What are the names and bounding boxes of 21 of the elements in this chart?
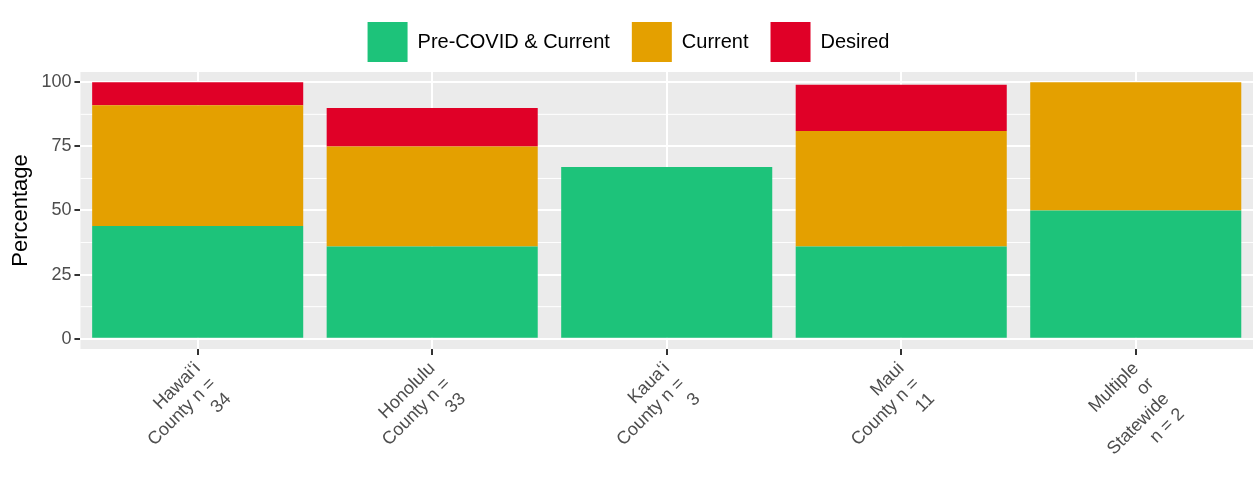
bar — [1030, 210, 1242, 338]
bar — [561, 166, 773, 338]
y-tick-label: 50 — [51, 199, 72, 220]
y-axis-title: Percentage — [7, 154, 33, 267]
y-tick-label: 0 — [61, 327, 72, 348]
y-tick-label: 100 — [41, 71, 72, 92]
y-tick-label: 75 — [51, 135, 72, 156]
bar — [92, 105, 304, 226]
legend-label: Pre-COVID & Current — [417, 29, 611, 52]
bar — [1030, 82, 1242, 211]
bar — [326, 146, 538, 247]
bar — [92, 82, 304, 106]
legend-label: Current — [681, 29, 749, 52]
bar — [92, 225, 304, 338]
y-tick-label: 25 — [51, 263, 72, 284]
legend-label: Desired — [820, 29, 890, 52]
bar — [795, 84, 1007, 131]
bar — [795, 246, 1007, 338]
bar — [326, 107, 538, 147]
bar — [795, 130, 1007, 247]
bar — [326, 246, 538, 338]
